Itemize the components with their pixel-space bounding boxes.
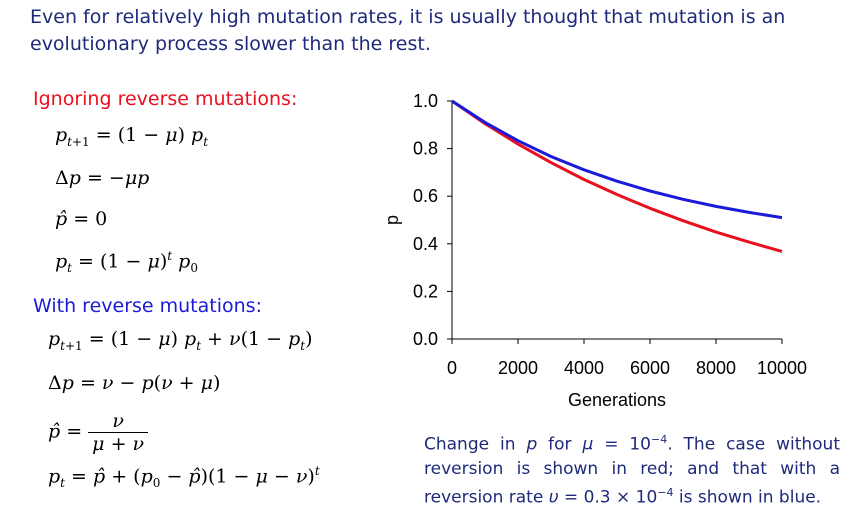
with-reverse-heading: With reverse mutations:	[33, 295, 262, 317]
y-tick-label: 0.6	[413, 186, 438, 206]
intro-line-1: Even for relatively high mutation rates,…	[30, 6, 786, 28]
equation-delta: Δp = −μp	[55, 167, 150, 189]
intro-text: Even for relatively high mutation rates,…	[30, 4, 840, 58]
intro-line-2: evolutionary process slower than the res…	[30, 33, 431, 55]
equation-recursion-reverse: pt+1 = (1 − μ) pt + ν(1 − pt)	[48, 328, 313, 353]
x-tick-label: 0	[447, 358, 457, 378]
caption-var-p: p	[526, 434, 538, 455]
x-tick-label: 4000	[564, 358, 604, 378]
x-tick-label: 6000	[630, 358, 670, 378]
series-line-1	[451, 99, 783, 253]
x-tick-label: 10000	[757, 358, 807, 378]
equation-recursion: pt+1 = (1 − μ) pt	[55, 124, 209, 149]
x-axis-label: Generations	[568, 390, 666, 410]
no-reverse-heading: Ignoring reverse mutations:	[33, 88, 298, 110]
figure-caption: Change in p for μ = 10−4. The case witho…	[424, 433, 840, 508]
equation-solution-reverse: pt = p̂ + (p0 − p̂)(1 − μ − ν)t	[48, 464, 320, 491]
caption-var-mu: μ	[582, 434, 594, 455]
series-line-2	[451, 99, 783, 220]
y-tick-label: 1.0	[413, 91, 438, 111]
caption-var-upsilon: υ	[548, 487, 559, 508]
y-tick-label: 0.0	[413, 329, 438, 349]
equation-delta-reverse: Δp = ν − p(ν + μ)	[48, 372, 221, 394]
y-axis-label: p	[382, 215, 402, 225]
x-tick-label: 2000	[498, 358, 538, 378]
x-tick-label: 8000	[696, 358, 736, 378]
equation-solution: pt = (1 − μ)t p0	[55, 249, 198, 276]
y-tick-label: 0.2	[413, 281, 438, 301]
y-tick-label: 0.4	[413, 234, 438, 254]
equation-equilibrium: p̂ = 0	[55, 208, 108, 230]
y-tick-label: 0.8	[413, 139, 438, 159]
